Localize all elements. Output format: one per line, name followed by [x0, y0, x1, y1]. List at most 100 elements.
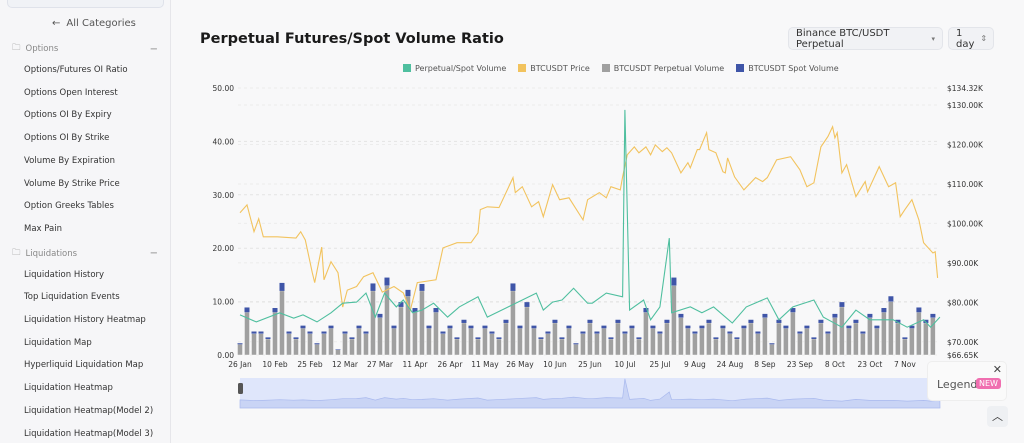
perp-volume-bar [272, 312, 278, 356]
spot-volume-bar [356, 325, 362, 329]
x-tick: 10 Jun [543, 360, 567, 369]
sidebar-item[interactable]: Option Greeks Tables [24, 201, 114, 212]
perp-volume-bar [867, 317, 873, 356]
spot-volume-bar [727, 331, 733, 334]
sidebar-item[interactable]: Hyperliquid Liquidation Map [24, 360, 144, 371]
perp-volume-bar [237, 344, 243, 356]
spot-volume-bar [272, 308, 278, 313]
perp-volume-bar [573, 344, 579, 356]
perp-volume-bar [727, 333, 733, 356]
perp-volume-bar [405, 296, 411, 356]
perp-volume-bar [559, 338, 565, 356]
sidebar-item[interactable]: Volume By Strike Price [24, 178, 120, 189]
perp-volume-bar [524, 306, 530, 356]
spot-volume-bar [678, 313, 684, 318]
perp-volume-bar [755, 333, 761, 356]
perp-volume-bar [909, 328, 915, 356]
spot-volume-bar [608, 337, 614, 339]
perp-volume-bar [923, 322, 929, 356]
spot-volume-bar [433, 308, 439, 313]
collapse-icon[interactable]: − [149, 248, 158, 260]
legend-item[interactable]: BTCUSDT Perpetual Volume [601, 64, 724, 73]
sidebar-item[interactable]: Liquidation Map [24, 337, 92, 348]
spot-volume-bar [349, 337, 355, 339]
spot-volume-bar [916, 307, 922, 313]
legend-swatch [736, 64, 745, 72]
sidebar-item[interactable]: Liquidation Heatmap [24, 383, 113, 394]
perp-volume-bar [426, 328, 432, 356]
new-badge: NEW [976, 378, 1001, 389]
legend-item[interactable]: Perpetual/Spot Volume [403, 64, 506, 73]
spot-volume-bar [370, 283, 376, 291]
spot-volume-bar [671, 277, 677, 286]
sidebar-group-options[interactable]: 🗀 Options − [12, 42, 158, 56]
collapse-icon[interactable]: − [149, 43, 158, 55]
sidebar-group-liquidations[interactable]: 🗀 Liquidations − [12, 247, 158, 261]
spot-volume-bar [405, 289, 411, 297]
legend-item[interactable]: BTCUSDT Price [518, 64, 590, 73]
exchange-select[interactable]: Binance BTC/USDT Perpetual ▾ [788, 27, 943, 50]
spot-volume-bar [706, 319, 712, 323]
perp-volume-bar [629, 328, 635, 356]
perp-volume-bar [650, 328, 656, 356]
spot-volume-bar [496, 337, 502, 339]
sidebar-item[interactable]: Options OI By Expiry [24, 110, 112, 121]
close-icon[interactable]: ✕ [992, 363, 1002, 376]
sidebar-item[interactable]: Max Pain [24, 223, 62, 234]
spot-volume-bar [426, 325, 432, 329]
spot-volume-bar [307, 331, 313, 334]
sidebar-item[interactable]: Liquidation History Heatmap [24, 315, 146, 325]
spot-volume-bar [895, 319, 901, 323]
x-tick: 23 Oct [857, 360, 882, 369]
legend-item[interactable]: BTCUSDT Spot Volume [736, 64, 839, 73]
spot-volume-bar [923, 319, 929, 323]
spot-volume-bar [748, 319, 754, 323]
perp-volume-bar [251, 333, 257, 356]
sidebar-item[interactable]: Top Liquidation Events [24, 292, 120, 303]
spot-volume-bar [580, 331, 586, 334]
spot-volume-bar [321, 331, 327, 334]
spot-volume-bar [741, 325, 747, 329]
sidebar-item[interactable]: Options Open Interest [24, 87, 118, 98]
perp-volume-bar [790, 312, 796, 356]
scroll-top-button[interactable]: ︿ [987, 406, 1008, 427]
sidebar-item[interactable]: Options/Futures OI Ratio [24, 65, 128, 75]
spot-volume-bar [832, 313, 838, 318]
x-tick: 25 Jun [578, 360, 602, 369]
sidebar-item[interactable]: Liquidation Heatmap(Model 3) [24, 428, 154, 439]
interval-select[interactable]: 1 day ⇕ [948, 27, 994, 50]
spot-volume-bar [552, 319, 558, 323]
x-tick: 11 Apr [403, 360, 429, 369]
navigator-handle[interactable] [238, 383, 243, 394]
spot-volume-bar [615, 319, 621, 323]
spot-volume-bar [286, 331, 292, 334]
legend-label: BTCUSDT Price [530, 64, 590, 73]
perp-volume-bar [503, 322, 509, 356]
perp-volume-bar [664, 322, 670, 356]
perp-volume-bar [258, 333, 264, 356]
sidebar-item[interactable]: Options OI By Strike [24, 133, 110, 144]
chevron-updown-icon: ⇕ [980, 34, 988, 43]
y-right-tick: $66.65K [947, 351, 979, 360]
sidebar-item[interactable]: Liquidation Heatmap(Model 2) [24, 405, 154, 416]
spot-volume-bar [790, 308, 796, 313]
spot-volume-bar [237, 343, 243, 345]
perp-volume-bar [517, 328, 523, 356]
sidebar-item[interactable]: Liquidation History [24, 269, 105, 280]
perp-volume-bar [615, 322, 621, 356]
group-label: Options [25, 44, 59, 54]
search-input[interactable] [7, 0, 164, 8]
perp-volume-bar [349, 338, 355, 356]
perp-volume-bar [300, 328, 306, 356]
arrow-left-icon: ← [52, 18, 61, 29]
all-categories-link[interactable]: ← All Categories [52, 18, 136, 29]
y-right-tick: $70.00K [947, 338, 979, 347]
perp-volume-bar [783, 328, 789, 356]
perp-volume-bar [776, 322, 782, 356]
price-line [239, 124, 939, 312]
spot-volume-bar [265, 337, 271, 339]
legend-popup[interactable]: ✕ Legend NEW [927, 361, 1007, 401]
x-tick: 10 Feb [262, 360, 287, 369]
sidebar-item[interactable]: Volume By Expiration [24, 155, 116, 166]
